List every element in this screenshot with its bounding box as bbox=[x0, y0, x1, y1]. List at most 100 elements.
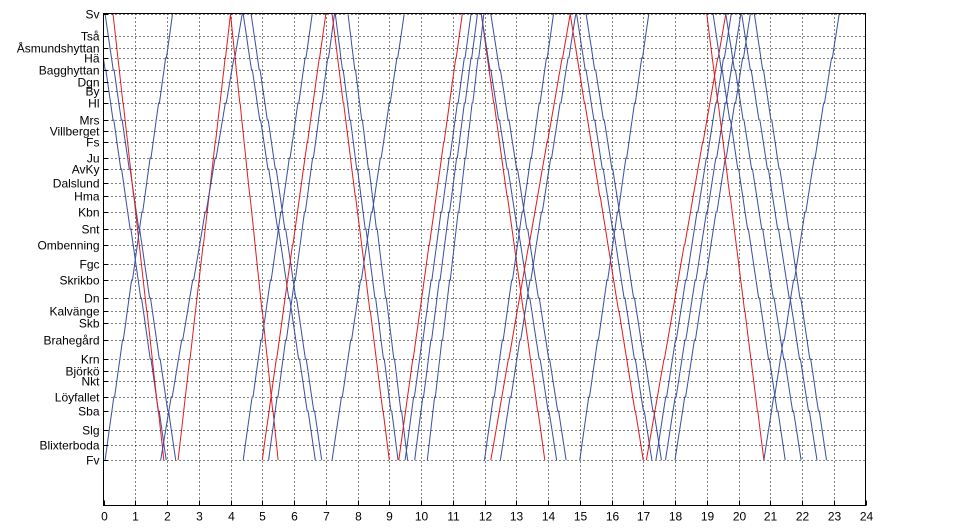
hour-label: 23 bbox=[828, 510, 842, 524]
train-line-freight bbox=[103, 55, 167, 461]
station-label: Bagghyttan bbox=[39, 64, 100, 78]
train-line-freight bbox=[414, 13, 478, 461]
train-line-freight bbox=[404, 13, 472, 461]
station-label: Hä bbox=[84, 52, 100, 66]
train-line-freight bbox=[585, 13, 662, 461]
train-line-freight bbox=[490, 13, 567, 461]
train-line-freight bbox=[499, 13, 577, 461]
train-line-passenger bbox=[112, 13, 165, 461]
station-label: Sv bbox=[85, 8, 99, 22]
station-label: Fv bbox=[86, 454, 99, 468]
station-label: Tså bbox=[81, 30, 100, 44]
hour-label: 9 bbox=[386, 510, 393, 524]
train-line-freight bbox=[334, 13, 399, 461]
hour-label: 15 bbox=[574, 510, 588, 524]
station-label: Slg bbox=[82, 424, 99, 438]
hour-label: 21 bbox=[764, 510, 778, 524]
hour-label: 1 bbox=[132, 510, 139, 524]
hour-label: 12 bbox=[479, 510, 493, 524]
train-line-passenger bbox=[569, 13, 644, 461]
train-line-freight bbox=[484, 13, 554, 461]
station-label: Sba bbox=[78, 405, 100, 419]
train-line-freight bbox=[712, 13, 786, 461]
plot-frame bbox=[103, 13, 866, 506]
station-label: Dgn bbox=[77, 76, 99, 90]
hour-label: 2 bbox=[164, 510, 171, 524]
station-label: By bbox=[85, 85, 99, 99]
station-label: Fgc bbox=[79, 258, 99, 272]
station-label: Fs bbox=[86, 136, 99, 150]
train-line-passenger bbox=[230, 13, 279, 461]
station-label: AvKy bbox=[72, 163, 100, 177]
hour-label: 0 bbox=[101, 510, 108, 524]
train-line-passenger bbox=[490, 13, 571, 461]
station-label: Blixterboda bbox=[39, 439, 99, 453]
hour-label: 22 bbox=[796, 510, 810, 524]
station-label: Hl bbox=[88, 97, 99, 111]
station-label: Kbn bbox=[78, 206, 99, 220]
station-label: Villberget bbox=[50, 125, 100, 139]
station-label: Ju bbox=[87, 152, 100, 166]
hour-label: 20 bbox=[733, 510, 747, 524]
station-label: Nkt bbox=[82, 375, 101, 389]
train-line-passenger bbox=[480, 13, 546, 461]
station-label: Dn bbox=[84, 292, 99, 306]
station-label: Åsmundshyttan bbox=[17, 41, 100, 56]
train-line-freight bbox=[104, 13, 173, 461]
station-label: Löyfallet bbox=[55, 391, 100, 405]
train-line-freight bbox=[655, 13, 732, 461]
train-line-freight bbox=[331, 13, 405, 461]
train-line-passenger bbox=[177, 13, 231, 461]
train-line-freight bbox=[480, 13, 558, 461]
hour-label: 24 bbox=[860, 510, 874, 524]
station-label: Snt bbox=[81, 223, 100, 237]
train-line-passenger bbox=[331, 13, 390, 461]
train-lines bbox=[103, 13, 840, 461]
train-line-freight bbox=[160, 13, 243, 461]
hour-label: 11 bbox=[447, 510, 460, 524]
train-line-freight bbox=[242, 13, 316, 461]
train-line-passenger bbox=[706, 13, 765, 461]
train-line-freight bbox=[741, 13, 818, 461]
station-label: Kalvänge bbox=[49, 305, 99, 319]
train-line-freight bbox=[725, 13, 802, 461]
station-label: Skb bbox=[79, 317, 100, 331]
train-line-freight bbox=[250, 13, 323, 461]
train-line-freight bbox=[579, 13, 650, 461]
hour-label: 8 bbox=[355, 510, 362, 524]
hour-label: 4 bbox=[228, 510, 235, 524]
grid bbox=[103, 13, 866, 506]
train-line-freight bbox=[242, 13, 313, 461]
station-label: Mrs bbox=[80, 114, 100, 128]
hour-label: 3 bbox=[196, 510, 203, 524]
train-line-freight bbox=[104, 13, 177, 461]
train-line-passenger bbox=[645, 13, 727, 461]
hour-label: 14 bbox=[542, 510, 556, 524]
train-line-freight bbox=[268, 13, 335, 461]
hour-label: 6 bbox=[291, 510, 298, 524]
station-label: Hma bbox=[74, 190, 100, 204]
hour-label: 19 bbox=[701, 510, 715, 524]
hour-label: 17 bbox=[637, 510, 651, 524]
train-line-freight bbox=[576, 13, 653, 461]
hour-label: 16 bbox=[606, 510, 620, 524]
hour-label: 10 bbox=[415, 510, 429, 524]
station-label: Ombenning bbox=[37, 239, 99, 253]
x-axis-ticks: 0 1 2 3 4 5 6 7 8 9 10 11 12 13 14 15 16 17 18 19 20 21 22 23 24 bbox=[101, 500, 874, 524]
train-line-freight bbox=[426, 13, 485, 461]
train-line-freight bbox=[763, 13, 840, 461]
hour-label: 13 bbox=[510, 510, 524, 524]
station-label: Krn bbox=[81, 353, 100, 367]
station-label: Brahegård bbox=[43, 334, 99, 348]
hour-label: 5 bbox=[259, 510, 266, 524]
train-line-passenger bbox=[261, 13, 327, 461]
hour-label: 18 bbox=[669, 510, 683, 524]
train-line-freight bbox=[347, 13, 409, 461]
station-label: Skrikbo bbox=[59, 274, 99, 288]
hour-label: 7 bbox=[323, 510, 330, 524]
train-line-freight bbox=[665, 13, 742, 461]
train-line-freight bbox=[674, 13, 751, 461]
train-line-freight bbox=[753, 13, 827, 461]
